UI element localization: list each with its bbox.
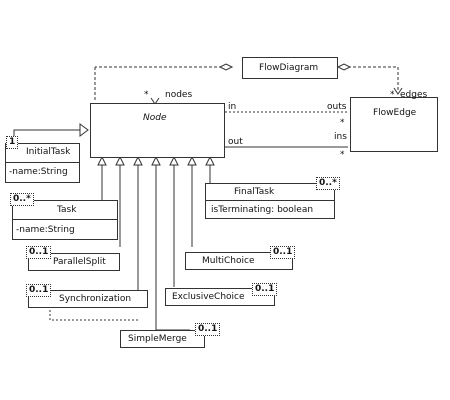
connector-diagram-to-edges [338, 66, 399, 92]
role-out: out [228, 137, 243, 147]
task-class: Task -name:String [12, 200, 118, 240]
sync-link [49, 310, 140, 321]
node-name: Node [143, 113, 167, 123]
role-nodes: nodes [165, 90, 193, 100]
gen-triangle-left [79, 123, 89, 137]
flowedge-name: FlowEdge [373, 108, 417, 118]
mult-nodes: * [144, 90, 149, 100]
finaltask-attr: isTerminating: boolean [211, 205, 314, 215]
finaltask-class: FinalTask isTerminating: boolean [205, 183, 335, 219]
mult-edges: * [390, 90, 395, 100]
finaltask-name: FinalTask [234, 187, 275, 197]
composition-diamond-right [336, 63, 352, 71]
flowdiagram-class: FlowDiagram [242, 57, 338, 79]
synchronization-mult: 0..1 [26, 284, 52, 297]
flowdiagram-name: FlowDiagram [259, 63, 319, 73]
gen-initialtask [13, 129, 80, 140]
finaltask-divider [206, 200, 334, 201]
simplemerge-mult: 0..1 [195, 323, 221, 336]
exclusivechoice-mult: 0..1 [252, 283, 278, 296]
multichoice-name: MultiChoice [202, 256, 255, 266]
role-outs: outs [327, 102, 347, 112]
role-in: in [228, 102, 237, 112]
node-class: Node [90, 103, 225, 158]
synchronization-class: Synchronization [28, 290, 148, 308]
initialtask-mult: 1 [6, 136, 19, 149]
flowedge-class: FlowEdge [350, 97, 438, 152]
gen-triangles-bottom [97, 155, 215, 166]
role-edges: edges [400, 90, 428, 100]
exclusivechoice-name: ExclusiveChoice [172, 292, 245, 302]
composition-diamond-left [218, 63, 234, 71]
mult-ins: * [340, 150, 345, 160]
multichoice-class: MultiChoice [185, 252, 293, 270]
simplemerge-name: SimpleMerge [128, 334, 187, 344]
exclusivechoice-class: ExclusiveChoice [165, 288, 275, 306]
initialtask-class: InitialTask -name:String [5, 143, 80, 183]
finaltask-mult: 0..* [316, 177, 340, 190]
task-divider [13, 219, 117, 220]
simplemerge-class: SimpleMerge [120, 330, 205, 348]
initialtask-divider [6, 162, 79, 163]
edges-arrowhead [393, 87, 403, 95]
parallelsplit-mult: 0..1 [26, 246, 52, 259]
parallelsplit-name: ParallelSplit [53, 257, 106, 267]
initialtask-attr: -name:String [9, 167, 68, 177]
multichoice-mult: 0..1 [270, 246, 296, 259]
mult-outs: * [340, 118, 345, 128]
task-mult: 0..* [10, 193, 34, 206]
role-ins: ins [334, 132, 347, 142]
task-name: Task [57, 205, 77, 215]
initialtask-name: InitialTask [26, 147, 71, 157]
task-attr: -name:String [16, 225, 75, 235]
synchronization-name: Synchronization [59, 294, 132, 304]
